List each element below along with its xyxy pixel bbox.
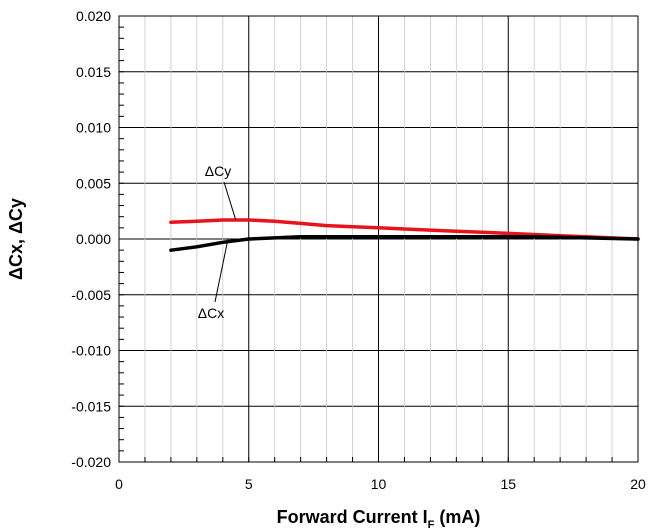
x-tick-labels: 0 5 10 15 20	[115, 476, 646, 492]
y-tick-label: 0.015	[76, 64, 111, 80]
annotation-leader-dcy	[223, 181, 237, 221]
y-tick-label: -0.005	[71, 287, 111, 303]
x-tick-label: 5	[245, 476, 253, 492]
series-line-dcx	[169, 235, 640, 252]
x-axis-title-main: Forward Current I	[277, 507, 428, 527]
x-tick-label: 20	[630, 476, 646, 492]
x-axis-title-subscript: F	[428, 519, 435, 531]
y-tick-label: -0.015	[71, 398, 111, 414]
y-tick-label: 0.005	[76, 175, 111, 191]
minor-ticks	[119, 26, 613, 462]
x-tick-label: 0	[115, 476, 123, 492]
y-axis-title: ΔCx, ΔCy	[6, 198, 26, 280]
annotation-label-dcx: ΔCx	[198, 305, 224, 321]
plot-frame	[118, 15, 639, 463]
annotation-label-dcy: ΔCy	[205, 163, 231, 179]
y-tick-labels: 0.020 0.015 0.010 0.005 0.000 -0.005 -0.010 -0.…	[71, 8, 111, 470]
y-tick-label: 0.020	[76, 8, 111, 24]
y-tick-label: -0.010	[71, 343, 111, 359]
x-tick-label: 10	[371, 476, 387, 492]
series-layer	[169, 218, 640, 252]
annotation-layer: ΔCy ΔCx	[198, 163, 237, 321]
y-tick-label: 0.010	[76, 120, 111, 136]
y-tick-label: -0.020	[71, 454, 111, 470]
x-axis-title: Forward Current IF (mA)	[277, 507, 481, 531]
annotation-leader-dcx	[214, 238, 229, 303]
x-tick-label: 15	[500, 476, 516, 492]
x-axis-title-suffix: (mA)	[434, 507, 480, 527]
y-tick-label: 0.000	[76, 231, 111, 247]
